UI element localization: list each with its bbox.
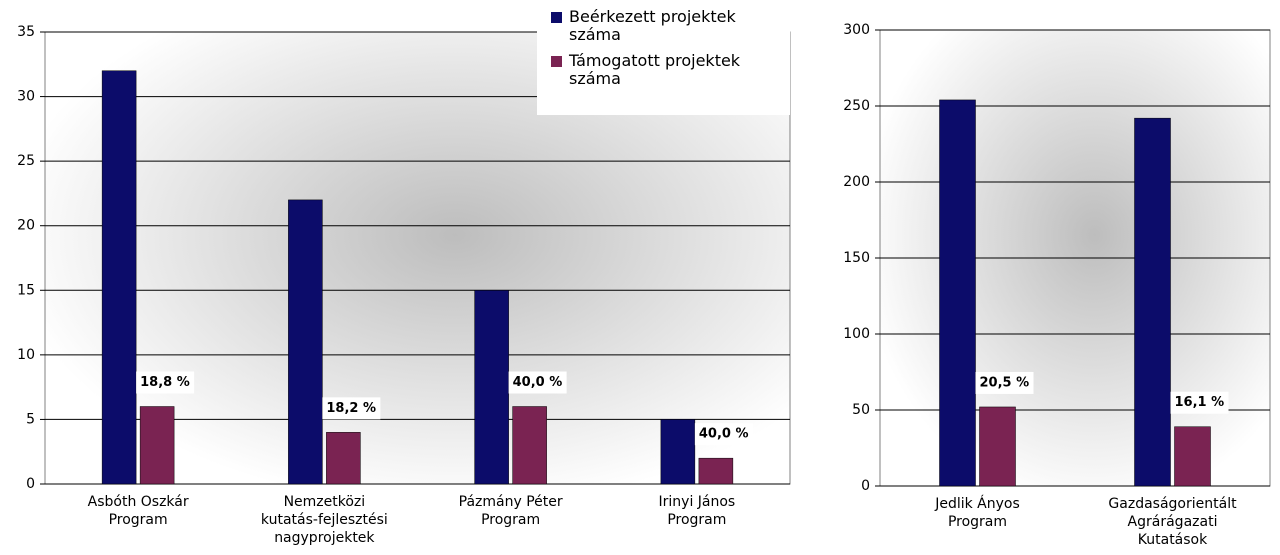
bar xyxy=(1134,117,1171,487)
x-tick-label: Gazdaságorientált xyxy=(1108,496,1237,512)
bar xyxy=(660,419,696,485)
y-tick-label: 150 xyxy=(843,250,870,266)
y-tick-label: 5 xyxy=(26,411,35,427)
y-tick-label: 25 xyxy=(17,153,35,169)
y-tick-label: 200 xyxy=(843,174,870,190)
legend-item: Beérkezett projektek száma xyxy=(547,8,789,44)
legend-swatch xyxy=(551,56,562,67)
x-tick-label: Pázmány Péter xyxy=(459,494,563,510)
y-tick-label: 50 xyxy=(852,402,870,418)
x-tick-label: Program xyxy=(481,512,540,528)
y-tick-label: 0 xyxy=(861,478,870,494)
bar xyxy=(474,290,509,485)
legend-swatch xyxy=(551,12,562,23)
bar xyxy=(698,457,734,485)
x-tick-label: Nemzetközi xyxy=(284,494,366,510)
x-tick-label: Kutatások xyxy=(1138,532,1208,548)
bar xyxy=(979,406,1016,487)
annotation: 20,5 % xyxy=(980,375,1030,390)
y-tick-label: 250 xyxy=(843,98,870,114)
x-tick-label: Program xyxy=(948,514,1007,530)
annotation: 18,8 % xyxy=(140,375,190,390)
x-tick-label: Agrárágazati xyxy=(1128,514,1218,530)
legend-label: Beérkezett projektek száma xyxy=(569,7,736,44)
y-tick-label: 30 xyxy=(17,89,35,105)
annotation-box xyxy=(322,397,381,420)
bar xyxy=(326,432,361,485)
annotation: 18,2 % xyxy=(326,401,376,416)
bar xyxy=(101,70,137,485)
x-tick-label: nagyprojektek xyxy=(274,530,375,546)
y-tick-label: 0 xyxy=(26,476,35,492)
y-tick-label: 100 xyxy=(843,326,870,342)
x-tick-label: Program xyxy=(667,512,726,528)
legend-label: Támogatott projektek száma xyxy=(569,51,741,88)
annotation-box xyxy=(694,423,753,446)
bar xyxy=(512,406,547,485)
bar xyxy=(139,406,175,485)
y-tick-label: 15 xyxy=(17,282,35,298)
bar xyxy=(939,99,976,487)
x-tick-label: Program xyxy=(109,512,168,528)
y-tick-label: 35 xyxy=(17,24,35,40)
annotation: 40,0 % xyxy=(699,427,749,442)
annotation-box xyxy=(1170,391,1229,414)
annotation-box xyxy=(975,371,1034,394)
legend: Beérkezett projektek száma Támogatott pro… xyxy=(537,0,790,115)
annotation-box xyxy=(508,371,567,394)
x-tick-label: Irinyi János xyxy=(659,494,736,510)
x-tick-label: kutatás-fejlesztési xyxy=(261,512,388,528)
bar xyxy=(288,199,323,485)
annotation-box xyxy=(136,371,195,394)
y-tick-label: 10 xyxy=(17,347,35,363)
y-tick-label: 300 xyxy=(843,22,870,38)
legend-item: Támogatott projektek száma xyxy=(547,52,789,88)
x-tick-label: Asbóth Oszkár xyxy=(88,494,189,510)
bar xyxy=(1174,426,1211,487)
annotation: 16,1 % xyxy=(1175,395,1225,410)
annotation: 40,0 % xyxy=(513,375,563,390)
x-tick-label: Jedlik Ányos xyxy=(934,495,1020,512)
y-tick-label: 20 xyxy=(17,218,35,234)
